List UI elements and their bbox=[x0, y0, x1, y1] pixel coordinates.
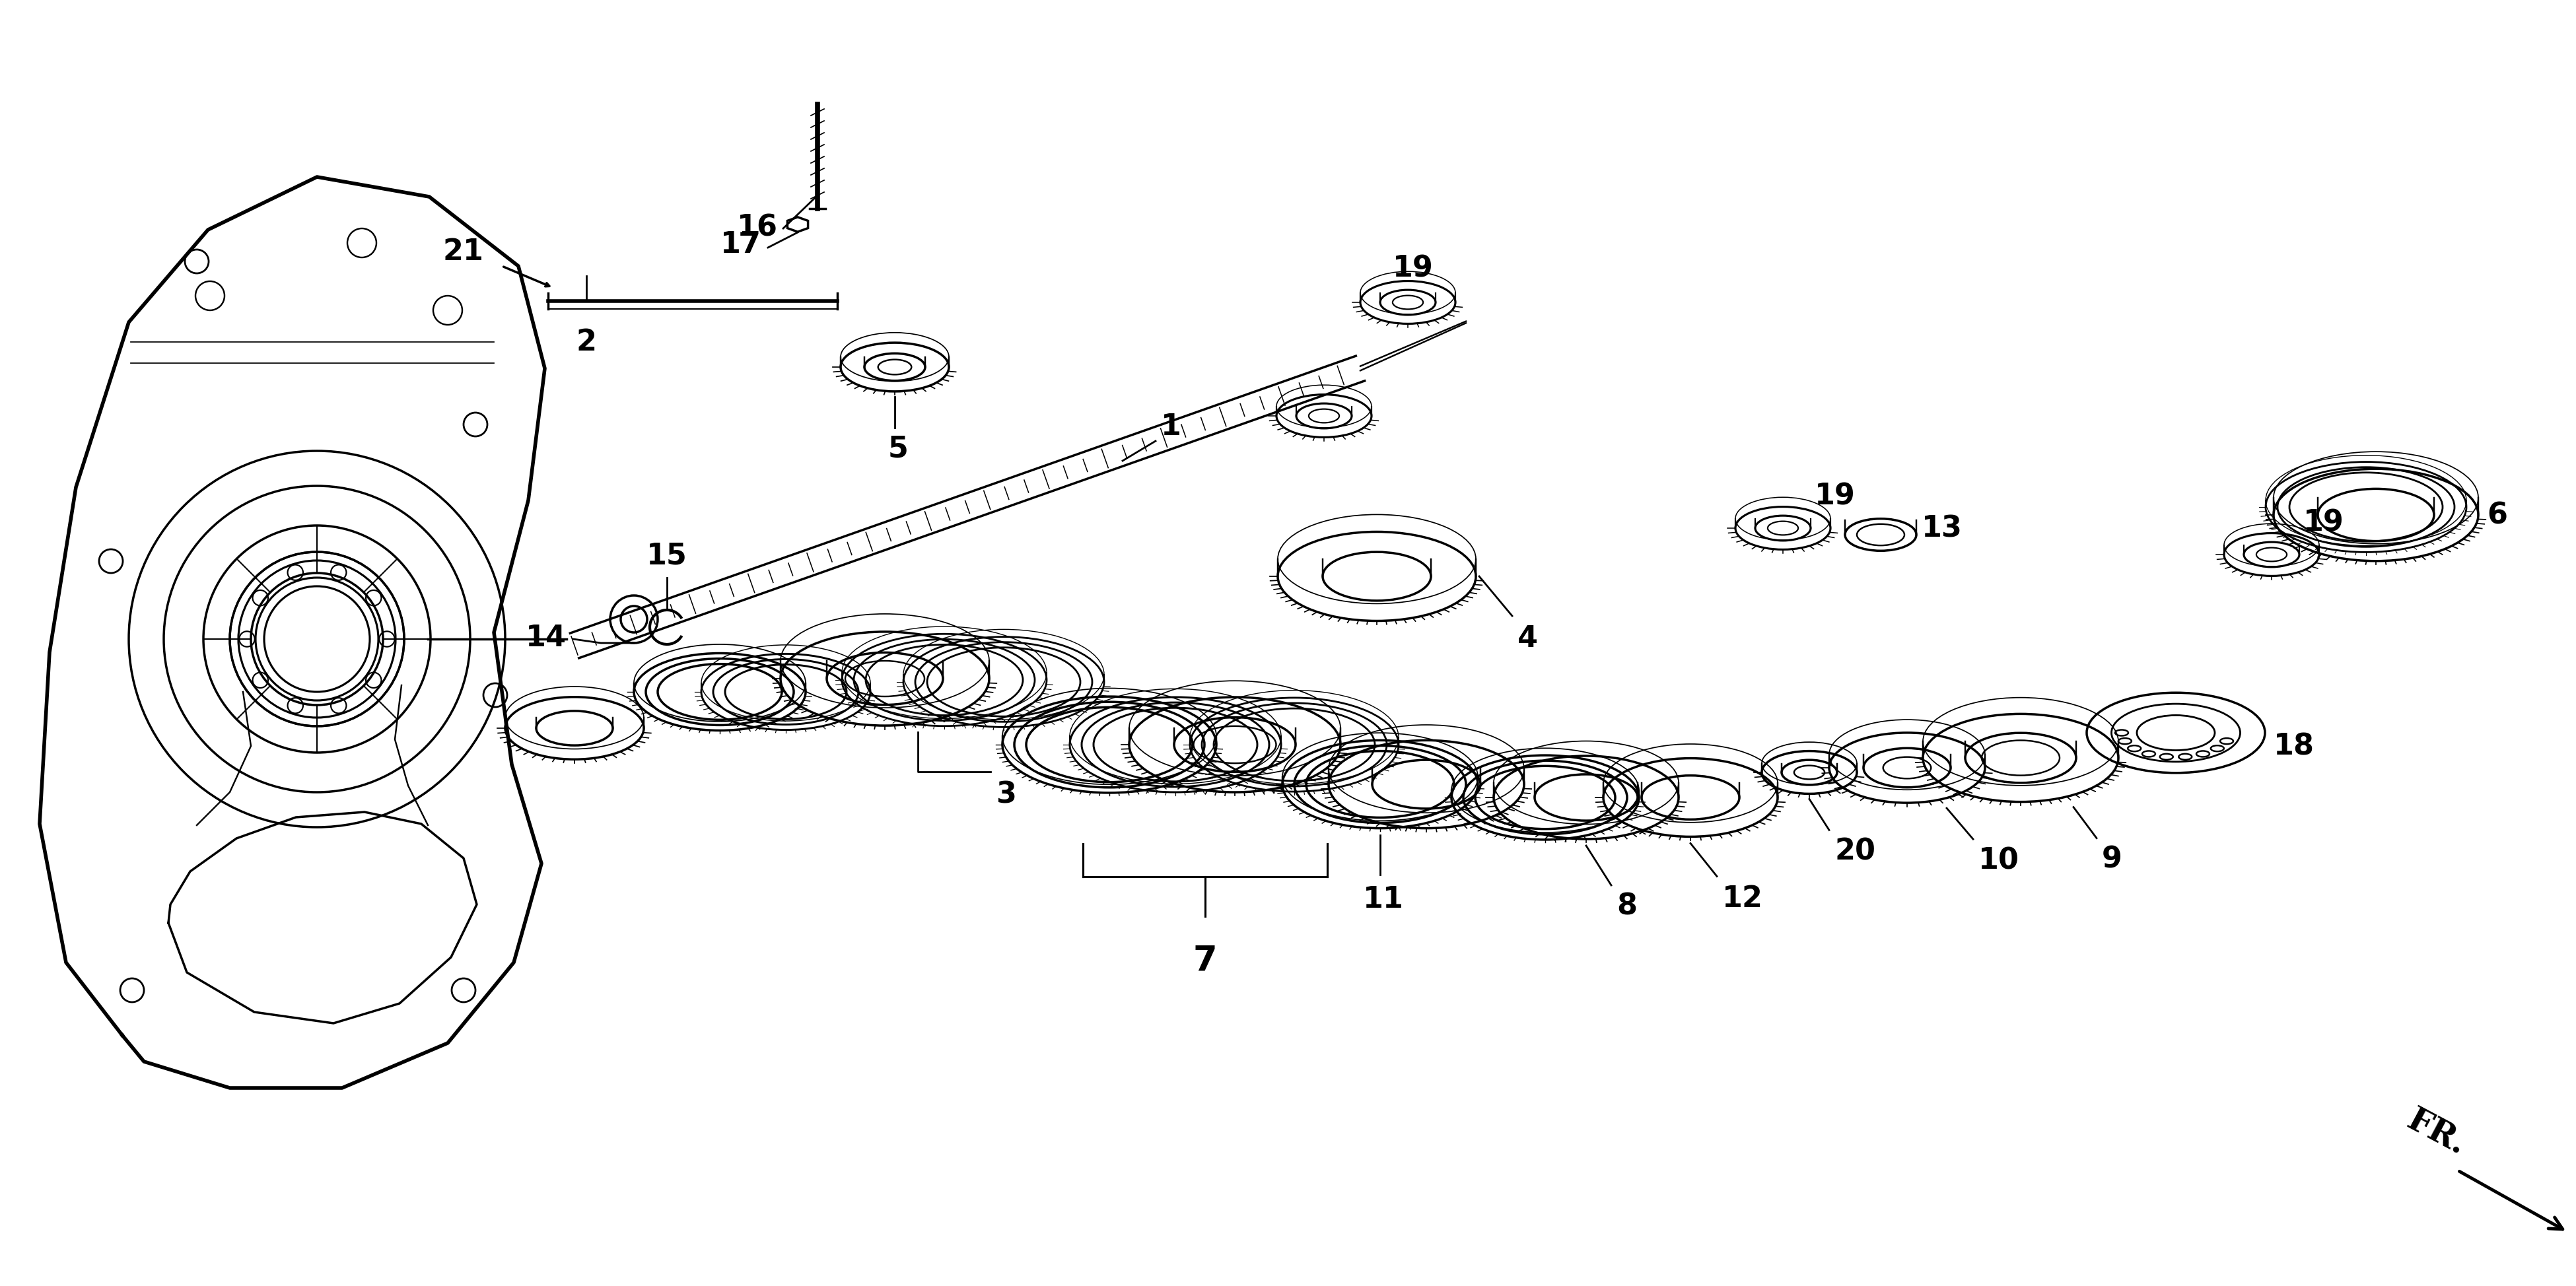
Text: 13: 13 bbox=[1922, 514, 1963, 543]
Text: 4: 4 bbox=[1517, 624, 1538, 652]
Text: 3: 3 bbox=[997, 781, 1015, 809]
Text: 15: 15 bbox=[647, 541, 688, 570]
Text: 17: 17 bbox=[721, 230, 762, 258]
Text: 1: 1 bbox=[1162, 413, 1182, 441]
Text: 9: 9 bbox=[2102, 845, 2123, 873]
Text: 5: 5 bbox=[889, 435, 909, 463]
Text: 20: 20 bbox=[1834, 837, 1875, 865]
Text: 18: 18 bbox=[2275, 732, 2313, 760]
Text: 2: 2 bbox=[577, 328, 598, 356]
Text: 14: 14 bbox=[526, 624, 567, 652]
Text: 19: 19 bbox=[1394, 255, 1435, 283]
Text: 19: 19 bbox=[1814, 482, 1855, 511]
Text: FR.: FR. bbox=[2401, 1103, 2473, 1161]
Text: 11: 11 bbox=[1363, 885, 1404, 913]
Text: 21: 21 bbox=[443, 238, 484, 266]
Text: 16: 16 bbox=[737, 213, 778, 242]
Text: 10: 10 bbox=[1978, 846, 2020, 874]
Text: 6: 6 bbox=[2486, 502, 2506, 530]
Text: 7: 7 bbox=[1193, 943, 1218, 977]
Text: 19: 19 bbox=[2303, 508, 2344, 536]
Text: 12: 12 bbox=[1723, 885, 1762, 913]
Text: 8: 8 bbox=[1618, 892, 1636, 921]
